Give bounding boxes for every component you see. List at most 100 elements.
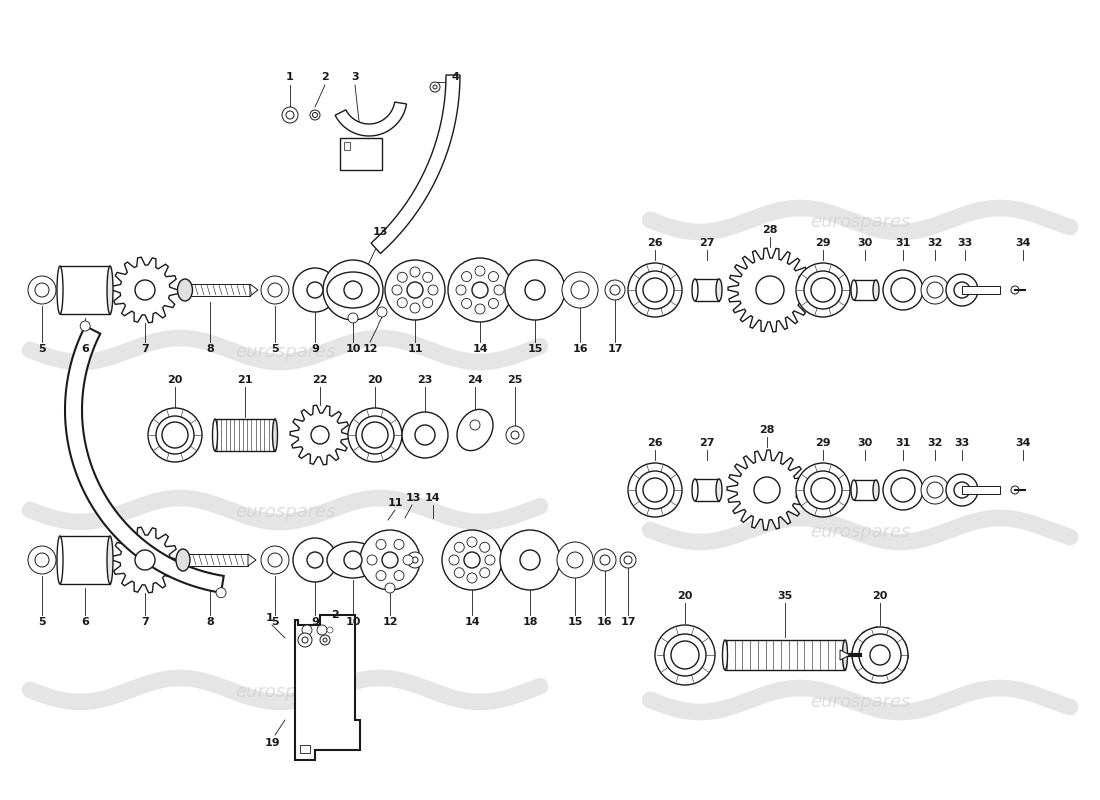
Circle shape [216,588,227,598]
Bar [695,479,719,501]
Polygon shape [728,248,812,332]
Text: 9: 9 [311,617,319,627]
Circle shape [135,550,155,570]
Circle shape [927,282,943,298]
Circle shape [135,280,155,300]
Circle shape [557,542,593,578]
Text: 28: 28 [759,425,774,435]
Circle shape [407,282,424,298]
Polygon shape [250,284,258,296]
Text: 15: 15 [568,617,583,627]
Text: 27: 27 [700,238,715,248]
Circle shape [362,422,388,448]
Text: 5: 5 [39,617,46,627]
Polygon shape [112,527,178,593]
Circle shape [422,298,432,308]
Circle shape [385,583,395,593]
Text: 27: 27 [700,438,715,448]
Text: 14: 14 [426,493,441,503]
Text: 30: 30 [857,438,872,448]
Circle shape [293,538,337,582]
Text: 20: 20 [678,591,693,601]
Circle shape [162,422,188,448]
Polygon shape [336,102,407,136]
Text: 34: 34 [1015,438,1031,448]
Text: 20: 20 [872,591,888,601]
Bar [695,279,719,301]
Text: 15: 15 [527,344,542,354]
Circle shape [28,276,56,304]
Circle shape [946,474,978,506]
Text: 32: 32 [927,238,943,248]
Polygon shape [65,326,223,593]
Circle shape [852,627,907,683]
Circle shape [442,530,502,590]
Circle shape [494,285,504,295]
Circle shape [870,645,890,665]
Bar [214,419,275,451]
Circle shape [456,285,466,295]
Bar [962,486,1000,494]
Ellipse shape [873,280,879,300]
Circle shape [430,82,440,92]
Text: 33: 33 [957,238,972,248]
Ellipse shape [107,536,113,584]
Text: 26: 26 [647,438,663,448]
Ellipse shape [873,480,879,500]
Bar [60,536,110,584]
Circle shape [946,274,978,306]
Circle shape [382,552,398,568]
Text: 17: 17 [620,617,636,627]
Text: 19: 19 [264,738,279,748]
Text: 2: 2 [331,610,339,620]
Circle shape [407,552,424,568]
Text: eurospares: eurospares [234,683,336,701]
Circle shape [927,482,943,498]
Polygon shape [248,554,256,566]
Circle shape [356,416,394,454]
Circle shape [671,641,698,669]
Text: 33: 33 [955,438,969,448]
Text: 10: 10 [345,344,361,354]
Text: 29: 29 [815,438,830,448]
Text: 17: 17 [607,344,623,354]
Circle shape [470,420,480,430]
Circle shape [859,634,901,676]
Circle shape [402,412,448,458]
Ellipse shape [851,480,857,500]
Polygon shape [290,405,350,465]
Text: eurospares: eurospares [810,523,911,541]
Circle shape [594,549,616,571]
Text: 11: 11 [407,344,422,354]
Circle shape [261,546,289,574]
Ellipse shape [212,419,218,451]
Circle shape [921,476,949,504]
Circle shape [412,557,418,563]
Circle shape [268,283,282,297]
Circle shape [620,552,636,568]
Ellipse shape [273,419,277,451]
Bar [725,640,845,670]
Circle shape [293,268,337,312]
Text: 35: 35 [778,591,793,601]
Circle shape [562,272,598,308]
Circle shape [286,111,294,119]
Circle shape [644,478,667,502]
Text: 16: 16 [597,617,613,627]
Text: 20: 20 [167,375,183,385]
Text: 16: 16 [572,344,587,354]
Circle shape [480,542,490,552]
Circle shape [449,555,459,565]
Ellipse shape [176,549,190,571]
Circle shape [310,110,320,120]
Circle shape [156,416,194,454]
Text: 3: 3 [351,72,359,82]
Circle shape [505,260,565,320]
Circle shape [954,482,970,498]
Circle shape [654,625,715,685]
Circle shape [348,313,358,323]
Circle shape [883,470,923,510]
Circle shape [600,555,610,565]
Circle shape [605,280,625,300]
Ellipse shape [723,640,727,670]
